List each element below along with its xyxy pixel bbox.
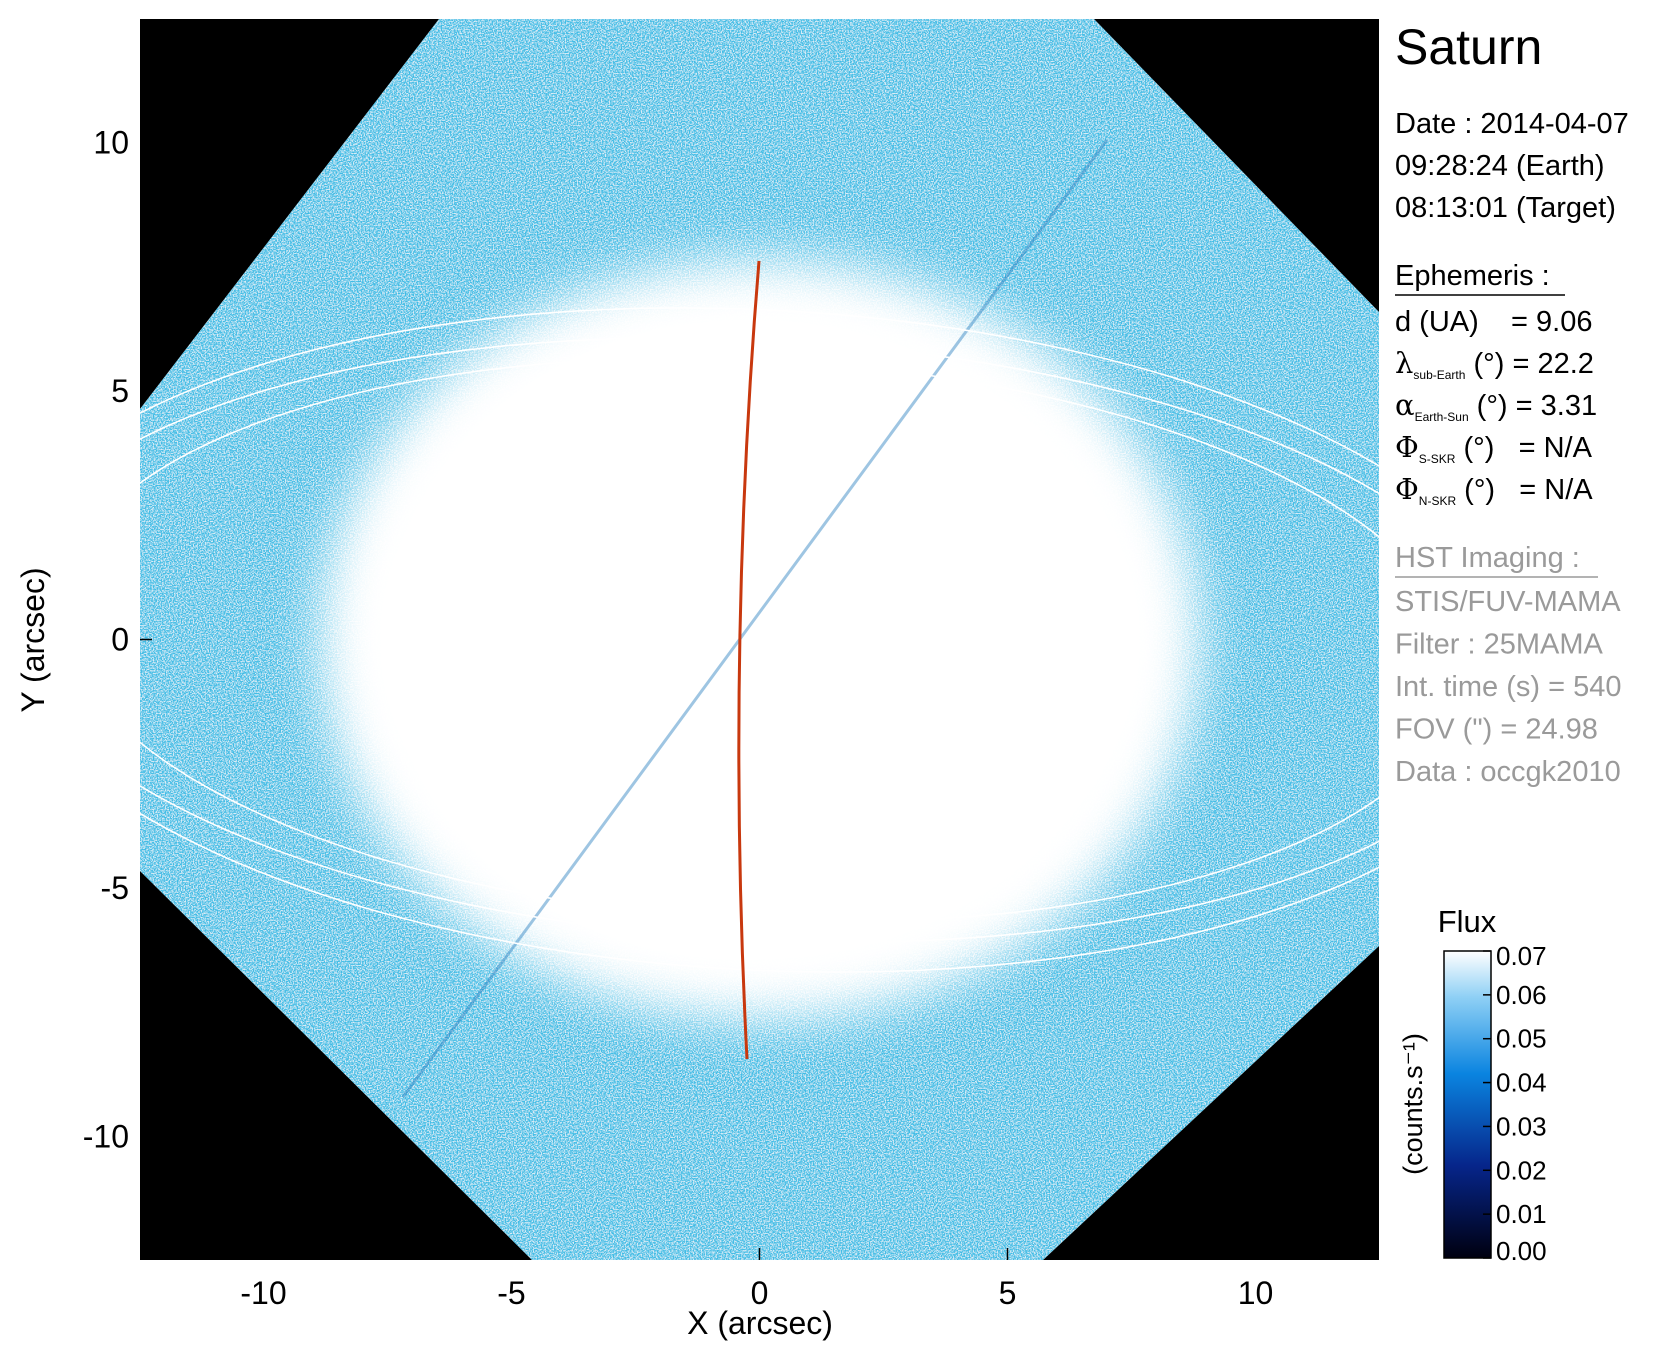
y-tick-label: 0 <box>111 622 129 658</box>
value: (°) = N/A <box>1456 474 1593 506</box>
colorbar <box>1443 950 1492 1259</box>
colorbar-title: Flux <box>1438 904 1497 939</box>
colorbar-tick-label: 0.07 <box>1496 941 1547 971</box>
ephemeris-line: ΦS-SKR (°) = N/A <box>1395 430 1593 466</box>
streak <box>401 139 1109 1098</box>
x-tick-label: 10 <box>1238 1275 1274 1311</box>
x-tick-label: 5 <box>999 1275 1017 1311</box>
meridian-trace <box>737 260 761 1060</box>
colorbar-label: (counts.s⁻¹) <box>1398 1033 1428 1175</box>
colorbar-tick-label: 0.02 <box>1496 1155 1547 1185</box>
ring <box>140 336 1379 944</box>
y-axis-label: Y (arcsec) <box>15 567 51 712</box>
subscript: N-SKR <box>1419 494 1457 508</box>
imaging-line: STIS/FUV-MAMA <box>1395 586 1621 618</box>
imaging-line: Int. time (s) = 540 <box>1395 671 1621 703</box>
y-tick-label: -5 <box>101 870 129 906</box>
date: Date : 2014-04-07 <box>1395 108 1629 140</box>
colorbar-tick-label: 0.06 <box>1496 980 1547 1010</box>
time-target: 08:13:01 (Target) <box>1395 192 1616 224</box>
x-tick-label: 0 <box>751 1275 769 1311</box>
ring <box>140 357 1379 923</box>
imaging-line: Filter : 25MAMA <box>1395 629 1604 661</box>
value: d (UA) = 9.06 <box>1395 306 1592 338</box>
colorbar-tick-label: 0.01 <box>1496 1199 1547 1229</box>
imaging-line: Data : occgk2010 <box>1395 756 1621 788</box>
ephemeris-title: Ephemeris : <box>1395 260 1550 292</box>
symbol: λ <box>1395 346 1413 380</box>
value: (°) = N/A <box>1455 432 1592 464</box>
value: (°) = 22.2 <box>1465 348 1593 380</box>
subscript: S-SKR <box>1419 452 1456 466</box>
y-tick-label: 5 <box>111 373 129 409</box>
x-tick-label: -10 <box>240 1275 286 1311</box>
x-tick-label: -5 <box>497 1275 525 1311</box>
imaging-title: HST Imaging : <box>1395 542 1580 574</box>
value: (°) = 3.31 <box>1469 390 1597 422</box>
subscript: Earth-Sun <box>1415 410 1469 424</box>
ephemeris-line: ΦN-SKR (°) = N/A <box>1395 472 1593 508</box>
time-earth: 09:28:24 (Earth) <box>1395 150 1605 182</box>
colorbar-tick-label: 0.00 <box>1496 1236 1547 1266</box>
imaging-line: FOV (") = 24.98 <box>1395 714 1598 746</box>
x-axis-label: X (arcsec) <box>687 1305 833 1341</box>
symbol: Φ <box>1395 430 1419 464</box>
y-tick-label: 10 <box>93 125 129 161</box>
planet-core <box>385 320 1105 960</box>
chart-title: Saturn <box>1395 19 1542 75</box>
colorbar-tick-label: 0.03 <box>1496 1111 1547 1141</box>
ephemeris-line: λsub-Earth (°) = 22.2 <box>1395 346 1594 382</box>
symbol: Φ <box>1395 472 1419 506</box>
symbol: α <box>1395 388 1415 422</box>
ephemeris-line: d (UA) = 9.06 <box>1395 306 1592 338</box>
colorbar-tick-label: 0.05 <box>1496 1024 1547 1054</box>
y-tick-label: -10 <box>83 1118 129 1154</box>
image <box>140 19 1379 1260</box>
ephemeris-line: αEarth-Sun (°) = 3.31 <box>1395 388 1597 424</box>
colorbar-tick-label: 0.04 <box>1496 1068 1547 1098</box>
subscript: sub-Earth <box>1413 368 1465 382</box>
